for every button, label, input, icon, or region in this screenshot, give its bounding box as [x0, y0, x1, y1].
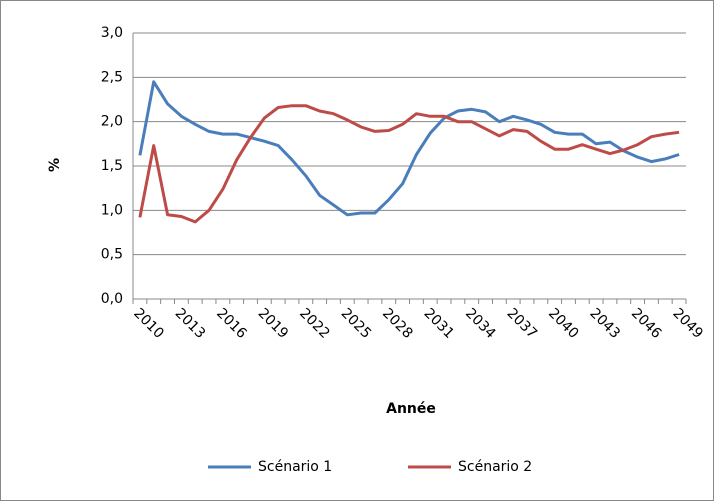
legend-label: Scénario 2: [458, 459, 532, 475]
x-axis-label: Année: [386, 401, 436, 417]
y-axis-label: %: [47, 158, 63, 172]
legend-label: Scénario 1: [258, 459, 332, 475]
series-line: [138, 104, 680, 224]
y-tick-label: 1,5: [101, 158, 123, 174]
y-tick-label: 1,0: [101, 202, 123, 218]
series-line: [138, 80, 680, 217]
y-tick-label: 0,5: [101, 247, 123, 263]
y-tick-label: 0,0: [101, 291, 123, 307]
y-tick-label: 2,5: [101, 69, 123, 85]
y-tick-label: 2,0: [101, 114, 123, 130]
y-tick-label: 3,0: [101, 25, 123, 41]
